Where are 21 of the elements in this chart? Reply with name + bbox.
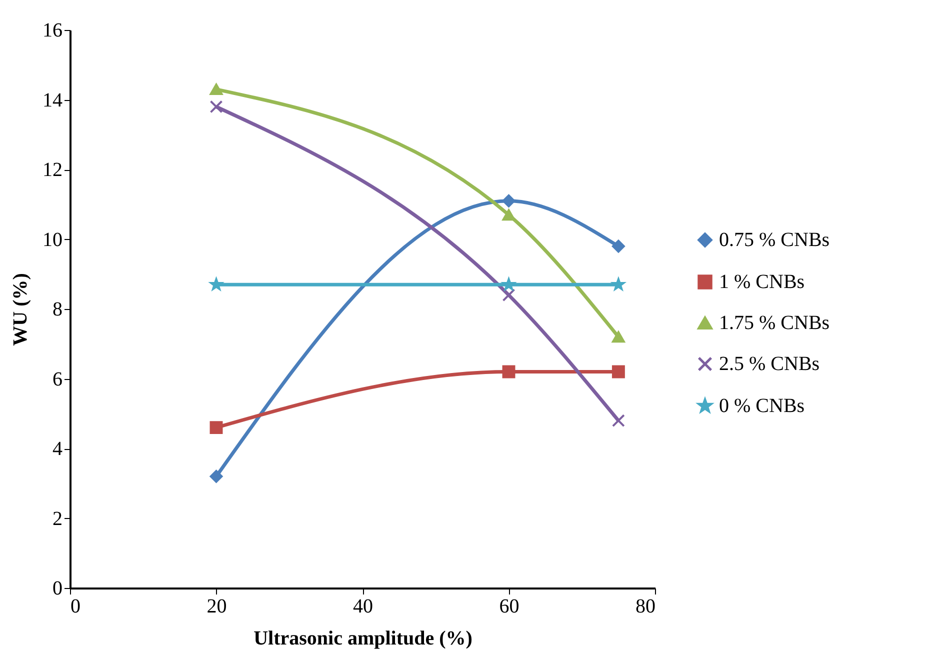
x-tick-label: 0	[70, 596, 80, 618]
y-tick-label: 4	[52, 438, 62, 460]
y-axis-title: WU (%)	[10, 273, 32, 346]
legend-label: 0 % CNBs	[719, 395, 805, 417]
legend-label: 0.75 % CNBs	[719, 229, 830, 251]
y-tick-label: 0	[52, 578, 62, 600]
x-tick-label: 40	[353, 596, 373, 618]
y-tick-label: 6	[52, 368, 62, 390]
x-tick-label: 80	[636, 596, 656, 618]
y-tick-label: 2	[52, 508, 62, 530]
legend-label: 2.5 % CNBs	[719, 353, 820, 375]
y-tick-label: 10	[42, 228, 62, 251]
x-tick-label: 20	[206, 596, 227, 618]
legend-label: 1.75 % CNBs	[719, 312, 830, 334]
y-tick-label: 16	[42, 20, 62, 42]
y-tick-label: 14	[42, 89, 62, 112]
y-tick-label: 8	[52, 298, 62, 320]
legend-label: 1 % CNBs	[719, 271, 805, 293]
x-axis-title: Ultrasonic amplitude (%)	[254, 628, 472, 650]
y-tick-label: 12	[42, 159, 62, 181]
x-tick-label: 60	[499, 596, 520, 618]
